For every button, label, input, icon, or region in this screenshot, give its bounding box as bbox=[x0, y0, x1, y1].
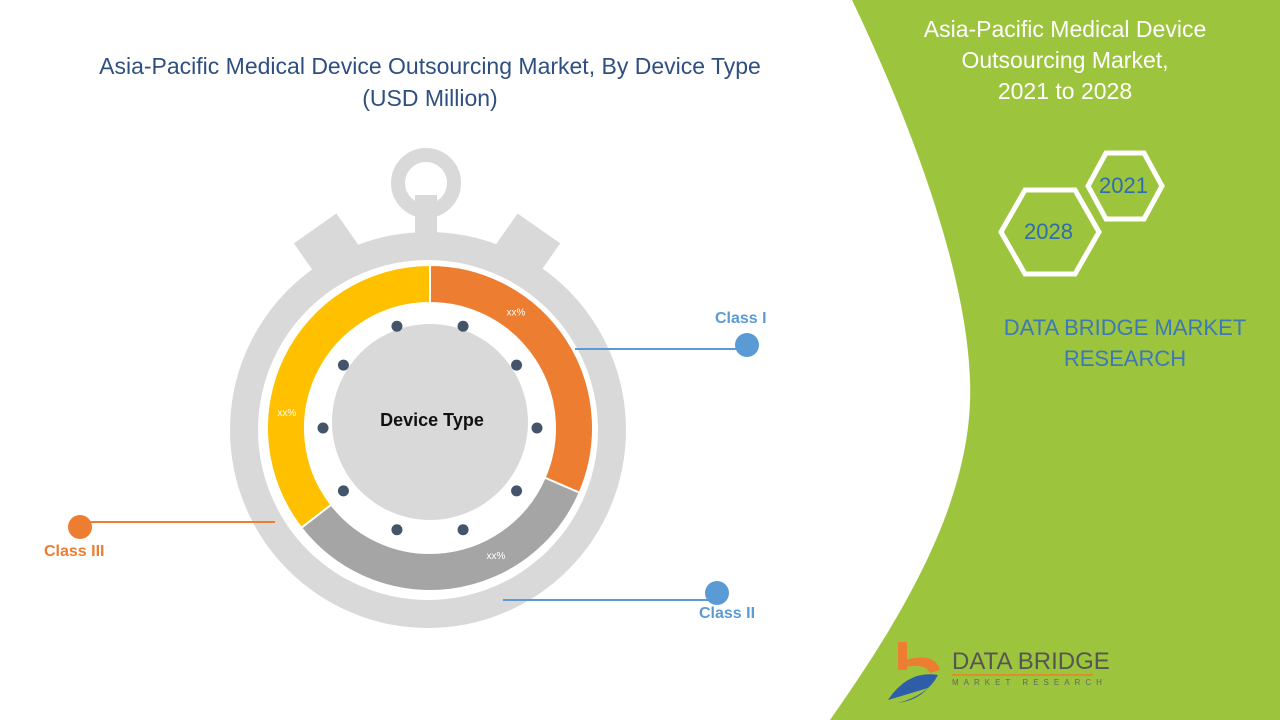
tick-dot bbox=[317, 422, 329, 434]
marker-class-2 bbox=[705, 581, 729, 605]
tick-dot bbox=[337, 485, 349, 497]
tick-dot bbox=[511, 485, 523, 497]
marker-class-3 bbox=[68, 515, 92, 539]
legend-class-3: Class III bbox=[44, 543, 105, 560]
tick-dot bbox=[337, 359, 349, 371]
legend-class-2: Class II bbox=[699, 605, 756, 622]
data-label: xx% bbox=[277, 408, 296, 419]
hexagon-2021 bbox=[1085, 150, 1165, 222]
year-end: 2028 bbox=[1024, 219, 1073, 244]
chart-title: Asia-Pacific Medical Device Outsourcing … bbox=[99, 53, 761, 111]
tick-dot bbox=[391, 524, 403, 536]
year-start: 2021 bbox=[1099, 173, 1148, 198]
donut-segment-class-iii bbox=[266, 263, 431, 530]
side-title: Asia-Pacific Medical Device Outsourcing M… bbox=[923, 16, 1207, 104]
marker-class-1 bbox=[735, 333, 759, 357]
center-label: Device Type bbox=[380, 410, 484, 430]
green-side-panel bbox=[830, 0, 1280, 720]
tick-dot bbox=[457, 524, 469, 536]
logo-tagline: MARKET RESEARCH bbox=[952, 678, 1107, 687]
data-label: xx% bbox=[486, 551, 505, 562]
donut-chart: xx% xx% xx% bbox=[266, 263, 594, 592]
tick-dot bbox=[511, 359, 523, 371]
brand-text: DATA BRIDGE MARKET RESEARCH bbox=[1003, 315, 1247, 371]
data-label: xx% bbox=[506, 307, 525, 318]
hexagon-2028 bbox=[998, 187, 1102, 277]
logo-icon bbox=[888, 642, 940, 703]
tick-dot bbox=[457, 320, 469, 332]
tick-dots bbox=[317, 320, 543, 536]
logo-name: DATA BRIDGE bbox=[952, 648, 1110, 675]
tick-dot bbox=[391, 320, 403, 332]
legend-class-1: Class I bbox=[715, 310, 767, 327]
center-circle bbox=[332, 324, 528, 520]
tick-dot bbox=[531, 422, 543, 434]
